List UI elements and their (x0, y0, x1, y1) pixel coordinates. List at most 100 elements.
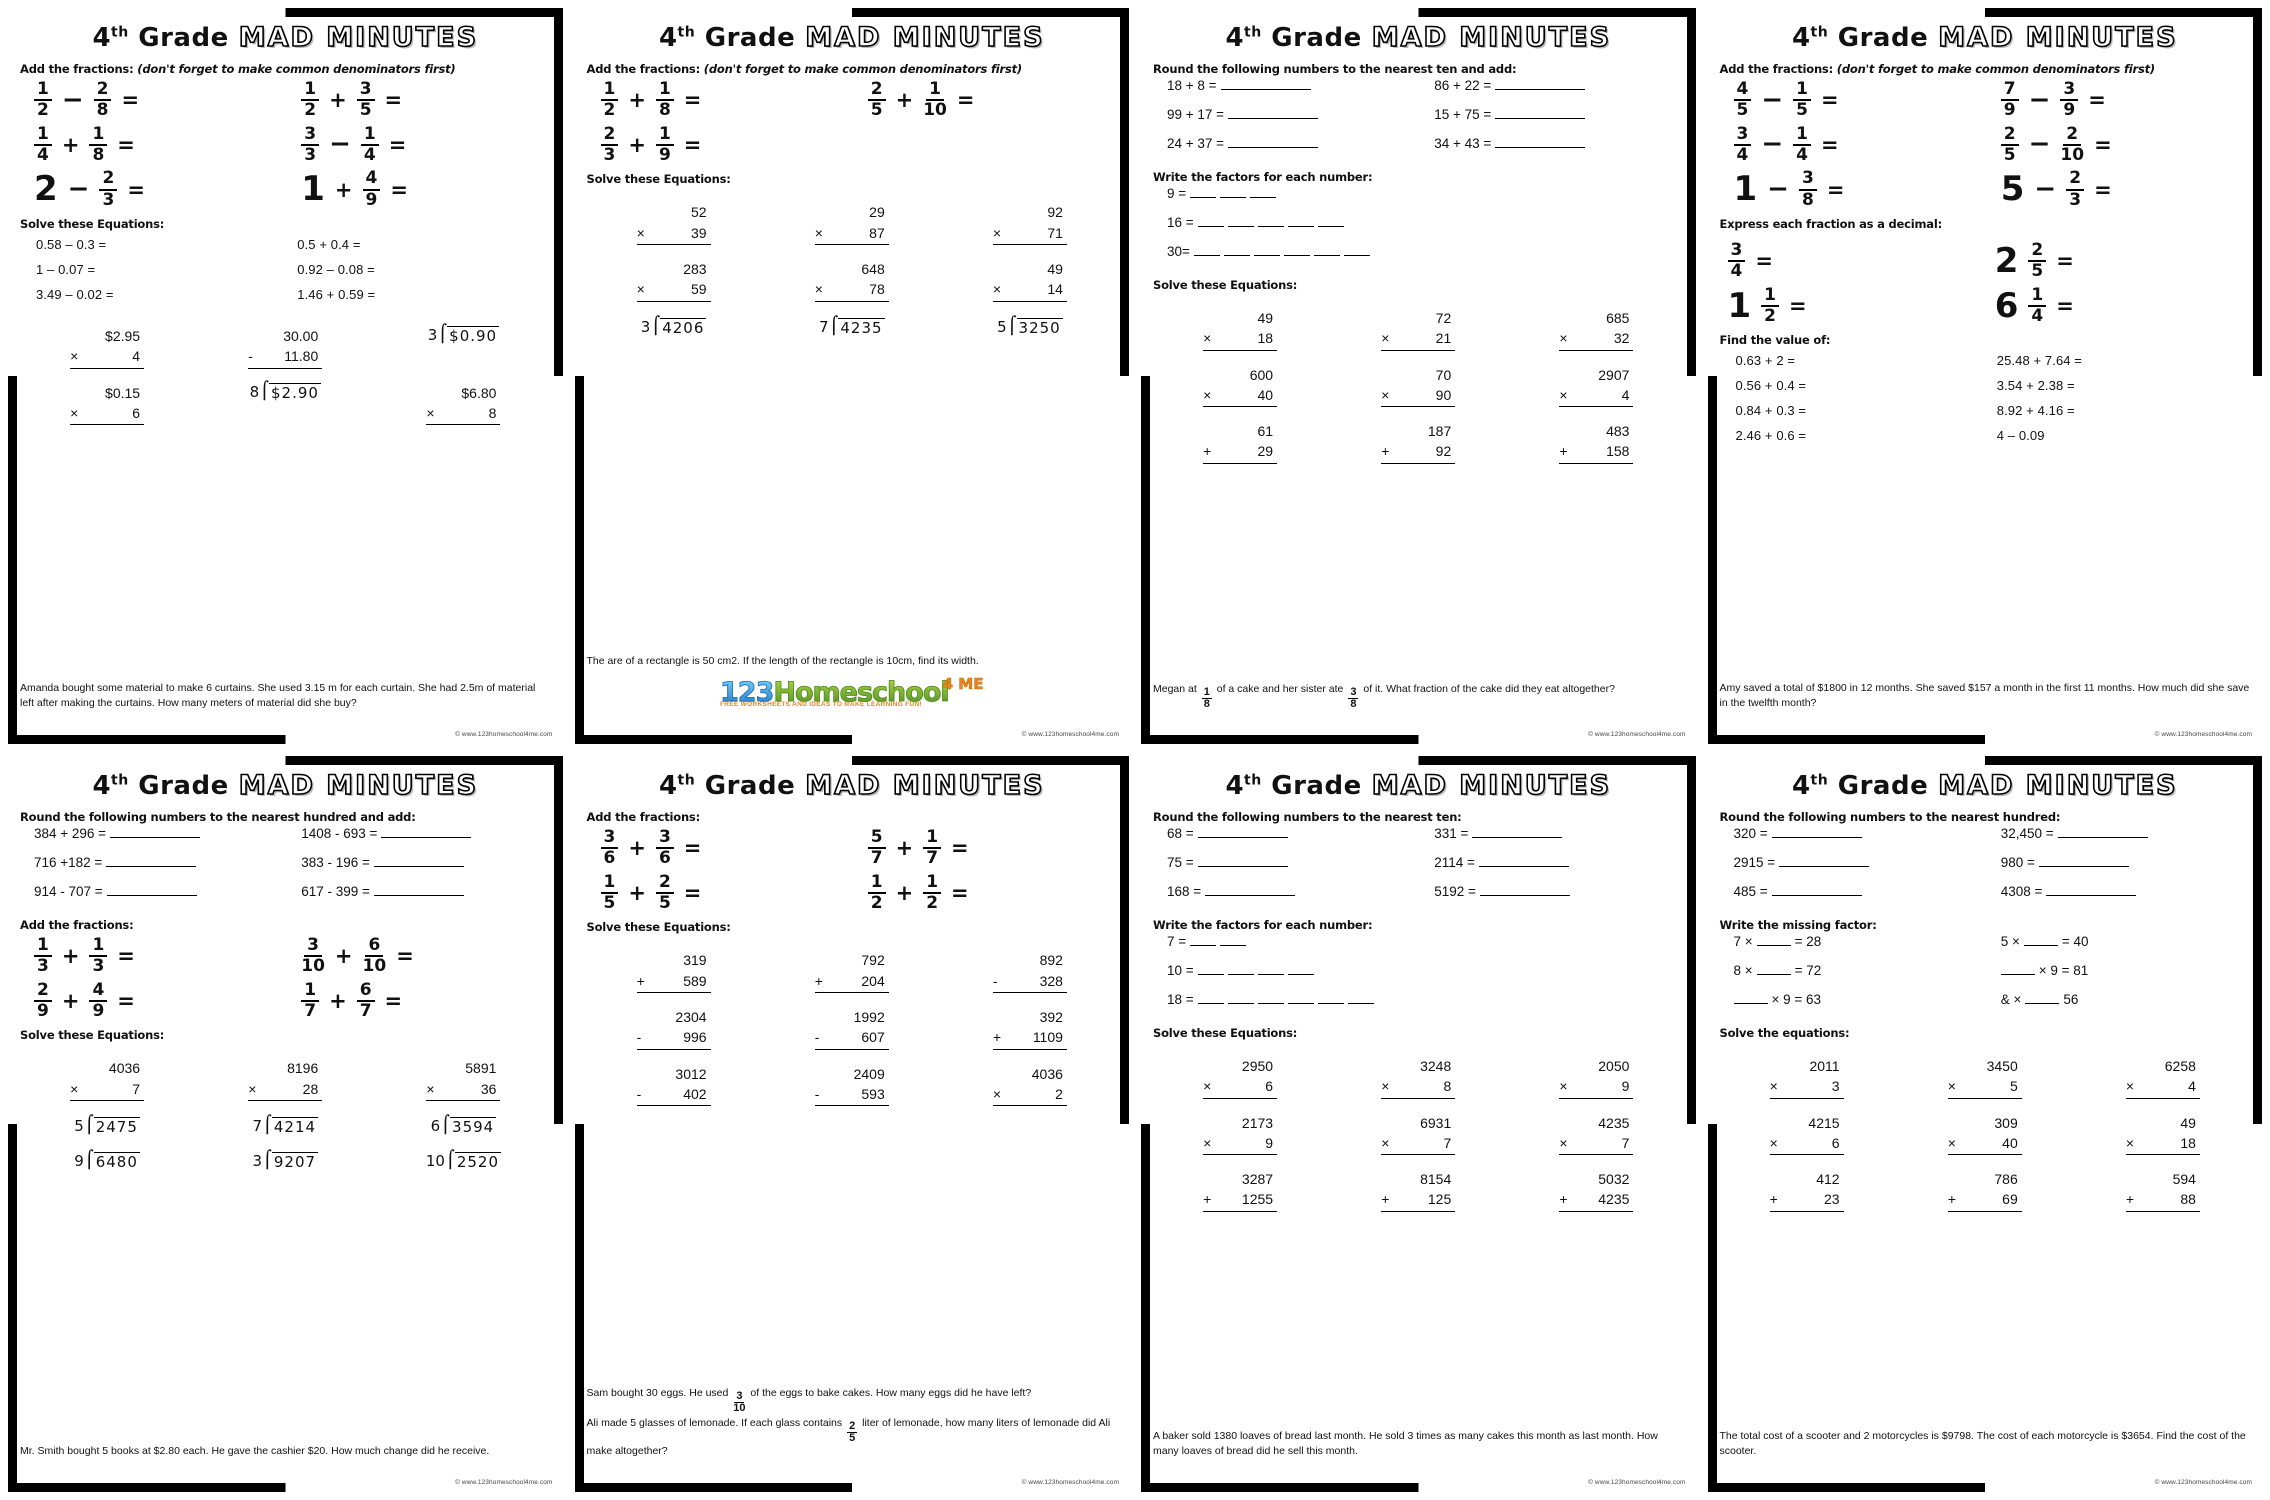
fraction-problem[interactable]: 1 5 +2 5 = (585, 873, 852, 913)
factor-blank[interactable] (1190, 934, 1217, 946)
long-division-problem[interactable]: 5 ⌠ 2475 (74, 1116, 140, 1136)
fill-blank-item[interactable]: 75 = (1151, 855, 1418, 870)
column-math-problem[interactable]: 187 +92 (1381, 421, 1456, 464)
factor-blank[interactable] (1197, 992, 1224, 1004)
fill-blank-item[interactable]: 384 + 296 = (18, 826, 285, 841)
missing-blank[interactable] (1756, 934, 1791, 946)
missing-factor-item[interactable]: 5 × = 40 (2000, 934, 2089, 949)
decimal-problem[interactable]: 2 2 5 = (1985, 241, 2252, 281)
equation-item[interactable]: 3.49 – 0.02 = (36, 286, 114, 302)
equation-item[interactable]: 25.48 + 7.64 = (1996, 353, 2083, 369)
column-math-problem[interactable]: 49 × 18 (1203, 308, 1278, 351)
factor-blank[interactable] (1287, 963, 1314, 975)
fill-blank-item[interactable]: 2114 = (1418, 855, 1685, 870)
missing-blank[interactable] (2000, 963, 2035, 975)
fraction-problem[interactable]: 2−2 3 = (18, 170, 285, 209)
factor-blank[interactable] (1287, 992, 1314, 1004)
column-math-problem[interactable]: 92 × 71 (992, 202, 1067, 245)
answer-blank[interactable] (1771, 884, 1862, 896)
column-math-problem[interactable]: 2011 × 3 (1769, 1056, 1844, 1099)
column-math-problem[interactable]: 8154 +125 (1381, 1169, 1456, 1212)
fraction-problem[interactable]: 2 5 +1 10 = (852, 80, 1119, 120)
column-math-problem[interactable]: 6931 × 7 (1381, 1113, 1456, 1156)
fill-blank-item[interactable]: 99 + 17 = (1151, 107, 1418, 122)
fill-blank-item[interactable]: 716 +182 = (18, 855, 285, 870)
fraction-problem[interactable]: 3 6 +3 6 = (585, 828, 852, 868)
column-math-problem[interactable]: 2907 × 4 (1559, 365, 1634, 408)
column-math-problem[interactable]: 8196 × 28 (248, 1058, 323, 1101)
fraction-problem[interactable]: 5−2 3 = (1985, 170, 2252, 209)
long-division-problem[interactable]: 10 ⌠ 2520 (426, 1151, 501, 1171)
answer-blank[interactable] (106, 884, 197, 896)
fill-blank-item[interactable]: 383 - 196 = (285, 855, 552, 870)
factor-blank[interactable] (1220, 186, 1247, 198)
missing-factor-item[interactable]: & × 56 (2000, 992, 2079, 1007)
fill-blank-item[interactable]: 331 = (1418, 826, 1685, 841)
missing-factor-item[interactable]: 7 × = 28 (1733, 934, 1822, 949)
long-division-problem[interactable]: 6 ⌠ 3594 (431, 1116, 497, 1136)
column-math-problem[interactable]: 892 -328 (992, 950, 1067, 993)
answer-blank[interactable] (1771, 826, 1862, 838)
column-math-problem[interactable]: 72 × 21 (1381, 308, 1456, 351)
answer-blank[interactable] (1479, 884, 1570, 896)
answer-blank[interactable] (106, 855, 197, 867)
factor-item[interactable]: 18 = (1151, 992, 1686, 1007)
fraction-problem[interactable]: 3 4−1 4 = (1718, 125, 1985, 165)
column-math-problem[interactable]: 2050 × 9 (1559, 1056, 1634, 1099)
column-math-problem[interactable]: 49 × 18 (2125, 1113, 2200, 1156)
fill-blank-item[interactable]: 15 + 75 = (1418, 107, 1685, 122)
equation-item[interactable]: 4 – 0.09 (1996, 428, 2045, 444)
answer-blank[interactable] (1228, 107, 1319, 119)
long-division-problem[interactable]: 9 ⌠ 6480 (74, 1151, 140, 1171)
factor-blank[interactable] (1313, 244, 1340, 256)
long-division-problem[interactable]: 3 ⌠ $0.90 (428, 325, 500, 369)
decimal-problem[interactable]: 6 1 4 = (1985, 286, 2252, 326)
fill-blank-item[interactable]: 68 = (1151, 826, 1418, 841)
column-math-problem[interactable]: 2409 -593 (814, 1064, 889, 1107)
fill-blank-item[interactable]: 4308 = (1985, 884, 2252, 899)
column-math-problem[interactable]: 309 × 40 (1947, 1113, 2022, 1156)
answer-blank[interactable] (1495, 136, 1586, 148)
column-math-problem[interactable]: 4235 × 7 (1559, 1113, 1634, 1156)
answer-blank[interactable] (1478, 855, 1569, 867)
column-math-problem[interactable]: 786 +69 (1947, 1169, 2022, 1212)
fraction-problem[interactable]: 3 3−1 4 = (285, 125, 552, 165)
fill-blank-item[interactable]: 2915 = (1718, 855, 1985, 870)
fraction-problem[interactable]: 1 +4 9 = (285, 170, 552, 209)
factor-item[interactable]: 10 = (1151, 963, 1686, 978)
factor-blank[interactable] (1197, 963, 1224, 975)
column-math-problem[interactable]: 392 +1109 (992, 1007, 1067, 1050)
long-division-problem[interactable]: 3 ⌠ 9207 (252, 1151, 319, 1171)
fraction-problem[interactable]: 2 9 +4 9 = (18, 981, 285, 1021)
missing-factor-item[interactable]: × 9 = 63 (1718, 992, 1985, 1007)
column-math-problem[interactable]: 30.00 -11.80 (248, 326, 323, 369)
factor-blank[interactable] (1227, 963, 1254, 975)
factor-blank[interactable] (1197, 215, 1224, 227)
factor-blank[interactable] (1223, 244, 1250, 256)
decimal-problem[interactable]: 3 4 = (1718, 241, 1985, 281)
factor-blank[interactable] (1257, 992, 1284, 1004)
fraction-problem[interactable]: 1 2 +1 8 = (585, 80, 852, 120)
factor-item[interactable]: 16 = (1151, 215, 1686, 230)
column-math-problem[interactable]: 29 × 87 (814, 202, 889, 245)
missing-factor-item[interactable]: × 9 = 81 (1985, 963, 2252, 978)
column-math-problem[interactable]: 5032 +4235 (1559, 1169, 1634, 1212)
fill-blank-item[interactable]: 32,450 = (1985, 826, 2252, 841)
column-math-problem[interactable]: 2950 × 6 (1203, 1056, 1278, 1099)
factor-blank[interactable] (1287, 215, 1314, 227)
column-math-problem[interactable]: 412 +23 (1769, 1169, 1844, 1212)
column-math-problem[interactable]: 3012 -402 (636, 1064, 711, 1107)
factor-blank[interactable] (1343, 244, 1370, 256)
column-math-problem[interactable]: 61 +29 (1203, 421, 1278, 464)
factor-item[interactable]: 7 = (1151, 934, 1686, 949)
column-math-problem[interactable]: 5891 × 36 (426, 1058, 501, 1101)
factor-item[interactable]: 9 = (1151, 186, 1686, 201)
factor-blank[interactable] (1347, 992, 1374, 1004)
fill-blank-item[interactable]: 485 = (1718, 884, 1985, 899)
column-math-problem[interactable]: 283 × 59 (636, 259, 711, 302)
column-math-problem[interactable]: 3287 +1255 (1203, 1169, 1278, 1212)
fill-blank-item[interactable]: 5192 = (1418, 884, 1685, 899)
missing-blank[interactable] (2023, 934, 2058, 946)
long-division-problem[interactable]: 7 ⌠ 4235 (819, 317, 885, 337)
answer-blank[interactable] (1495, 107, 1586, 119)
